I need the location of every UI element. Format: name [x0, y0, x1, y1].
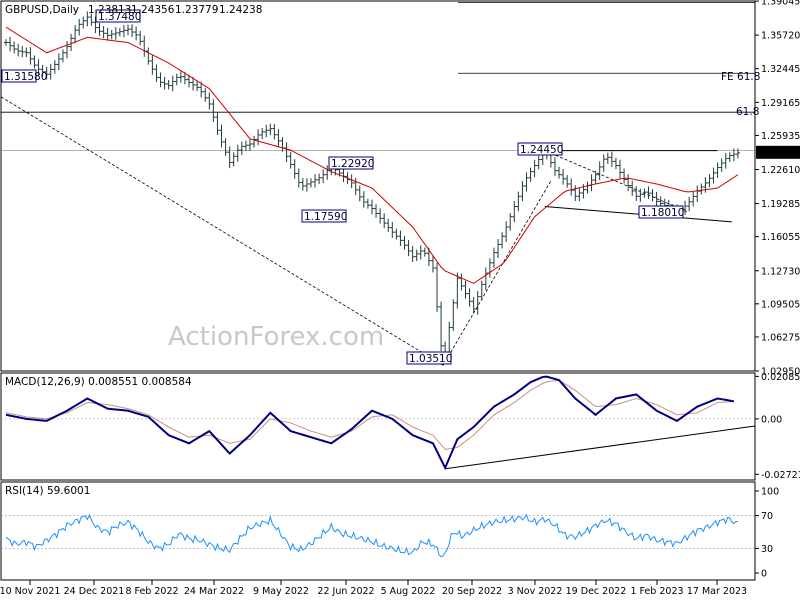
price-annotation: 1.17590	[304, 211, 347, 223]
rsi-line	[5, 513, 738, 558]
macd-y-tick-label: -0.027213	[761, 470, 800, 481]
rsi-layer: 100 70 30 0	[1, 487, 779, 580]
price-annotation: 61.8	[736, 106, 759, 118]
rsi-y-tick-label: 100	[761, 487, 779, 498]
x-axis: 10 Nov 2021 24 Dec 2021 8 Feb 2022 24 Mar 2…	[0, 580, 747, 597]
x-tick-label: 20 Sep 2022	[442, 586, 502, 597]
x-tick-label: 24 Mar 2022	[184, 586, 244, 597]
price-annotation: 1.03510	[409, 353, 452, 365]
price-y-tick-label: 1.39045	[761, 0, 800, 8]
macd-signal-line	[5, 379, 734, 450]
x-tick-label: 19 Dec 2022	[566, 586, 627, 597]
rsi-y-tick-label: 0	[761, 569, 767, 580]
x-tick-label: 24 Dec 2021	[64, 586, 125, 597]
rsi-y-tick-label: 30	[761, 544, 773, 555]
ohlc-open: 1.23813	[88, 4, 131, 16]
x-tick-label: 5 Aug 2022	[381, 586, 436, 597]
last-price-tag: 1.24238	[759, 148, 798, 159]
macd-trendline	[445, 425, 756, 470]
price-layer: 1.39045 1.35720 1.32445 1.29165 1.25935 1.226…	[0, 0, 800, 378]
x-tick-label: 22 Jun 2022	[317, 586, 374, 597]
price-panel-frame	[0, 0, 756, 372]
price-y-tick-label: 1.29165	[761, 98, 800, 109]
macd-panel-title: MACD(12,26,9) 0.008551 0.008584	[5, 376, 192, 388]
neckline-bottom	[544, 206, 732, 223]
price-y-tick-label: 1.02950	[761, 367, 800, 378]
rsi-panel-frame	[0, 481, 756, 581]
price-y-tick-label: 1.19285	[761, 199, 800, 210]
last-price-tag-bg	[756, 145, 800, 159]
moving-average-line	[5, 26, 739, 284]
price-y-tick-label: 1.32445	[761, 64, 800, 75]
annotation-box	[517, 142, 563, 156]
ohlc-low: 1.23779	[175, 4, 218, 16]
x-tick-label: 3 Nov 2022	[508, 586, 563, 597]
ohlc-high: 1.24356	[131, 4, 175, 16]
macd-y-tick-label: 0.020858	[761, 372, 800, 383]
annotation-box	[406, 351, 452, 365]
annotation-box	[1, 69, 37, 83]
annotation-box	[638, 205, 684, 219]
annotation-box	[95, 9, 141, 23]
price-annotation: FE 61.8	[721, 71, 760, 83]
price-annotation: 1.37480	[98, 11, 141, 23]
price-annotation: 1.31580	[4, 71, 47, 83]
x-tick-label: 10 Nov 2021	[0, 586, 60, 597]
price-annotation: 1.22920	[331, 158, 374, 170]
x-tick-label: 1 Feb 2023	[630, 586, 683, 597]
macd-line	[5, 375, 735, 471]
rising-trendline	[442, 180, 552, 366]
annotation-box	[328, 156, 374, 170]
price-annotation: 1.24450	[520, 144, 563, 156]
price-y-tick-label: 1.25935	[761, 131, 800, 142]
falling-trendline	[0, 96, 444, 366]
watermark: ActionForex.com	[168, 322, 384, 352]
rsi-y-tick-label: 70	[761, 511, 773, 522]
rsi-panel-title: RSI(14) 59.6001	[5, 485, 90, 497]
annotation-box	[301, 209, 347, 223]
price-y-tick-label: 1.22610	[761, 165, 800, 176]
price-y-tick-label: 1.12730	[761, 266, 800, 277]
price-panel-title: GBPUSD,Daily	[5, 4, 79, 16]
price-y-tick-label: 1.09505	[761, 299, 800, 310]
price-y-tick-label: 1.16055	[761, 232, 800, 243]
x-tick-label: 17 Mar 2023	[687, 586, 747, 597]
macd-y-tick-label: 0.00	[761, 414, 782, 425]
price-y-tick-label: 1.06275	[761, 332, 800, 343]
price-annotation: 1.18010	[641, 207, 684, 219]
x-tick-label: 8 Feb 2022	[125, 586, 178, 597]
x-tick-label: 9 May 2022	[253, 586, 309, 597]
price-y-tick-label: 1.35720	[761, 31, 800, 42]
macd-layer: 0.020858 0.00 -0.027213	[1, 372, 800, 481]
ohlc-close: 1.24238	[219, 4, 262, 16]
